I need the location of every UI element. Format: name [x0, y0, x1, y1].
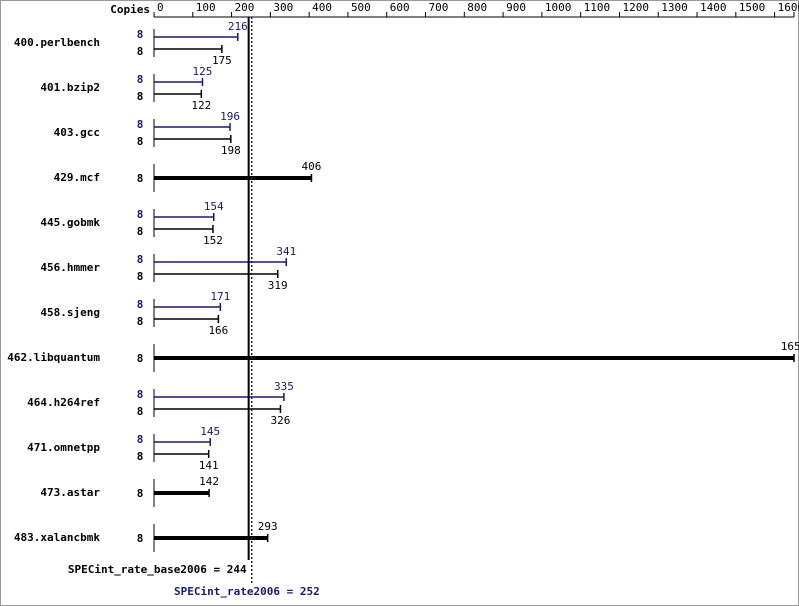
copies: 8: [137, 298, 144, 311]
copies: 8: [137, 405, 144, 418]
copies: 8: [137, 270, 144, 283]
value-label: 175: [212, 54, 232, 67]
category-label: 445.gobmk: [40, 216, 100, 229]
x-tick-label: 800: [467, 1, 487, 14]
copies-header: Copies: [110, 3, 150, 16]
x-tick-label: 1000: [545, 1, 572, 14]
copies: 8: [137, 253, 144, 266]
value-label: 122: [191, 99, 211, 112]
value-label: 406: [302, 160, 322, 173]
x-tick-label: 400: [312, 1, 332, 14]
copies: 8: [137, 532, 144, 545]
category-label: 401.bzip2: [40, 81, 100, 94]
x-tick-label: 300: [273, 1, 293, 14]
copies: 8: [137, 73, 144, 86]
category-label: 400.perlbench: [14, 36, 100, 49]
x-tick-label: 1400: [700, 1, 727, 14]
x-tick-label: 100: [196, 1, 216, 14]
category-label: 429.mcf: [54, 171, 100, 184]
x-tick-label: 200: [235, 1, 255, 14]
copies: 8: [137, 433, 144, 446]
value-label: 152: [203, 234, 223, 247]
category-label: 456.hmmer: [40, 261, 100, 274]
x-tick-label: 1500: [739, 1, 766, 14]
category-label: 473.astar: [40, 486, 100, 499]
copies: 8: [137, 172, 144, 185]
copies: 8: [137, 450, 144, 463]
value-label: 166: [208, 324, 228, 337]
value-label: 319: [268, 279, 288, 292]
value-label: 196: [220, 110, 240, 123]
copies: 8: [137, 28, 144, 41]
reference-label: SPECint_rate_base2006 = 244: [68, 563, 247, 576]
reference-label: SPECint_rate2006 = 252: [174, 585, 320, 598]
copies: 8: [137, 225, 144, 238]
copies: 8: [137, 118, 144, 131]
value-label: 293: [258, 520, 278, 533]
value-label: 142: [199, 475, 219, 488]
x-tick-label: 1650: [797, 1, 799, 14]
value-label: 326: [271, 414, 291, 427]
value-label: 171: [210, 290, 230, 303]
value-label: 141: [199, 459, 219, 472]
category-label: 403.gcc: [54, 126, 100, 139]
x-tick-label: 1200: [622, 1, 649, 14]
copies: 8: [137, 135, 144, 148]
category-label: 471.omnetpp: [27, 441, 100, 454]
x-tick-label: 1300: [661, 1, 688, 14]
copies: 8: [137, 487, 144, 500]
x-tick-label: 500: [351, 1, 371, 14]
value-label: 335: [274, 380, 294, 393]
copies: 8: [137, 45, 144, 58]
copies: 8: [137, 352, 144, 365]
value-label: 154: [204, 200, 224, 213]
x-tick-label: 1600: [778, 1, 799, 14]
value-label: 145: [200, 425, 220, 438]
category-label: 462.libquantum: [7, 351, 100, 364]
x-tick-label: 600: [390, 1, 410, 14]
category-label: 483.xalancbmk: [14, 531, 100, 544]
copies: 8: [137, 388, 144, 401]
x-tick-label: 700: [429, 1, 449, 14]
category-label: 458.sjeng: [40, 306, 100, 319]
category-label: 464.h264ref: [27, 396, 100, 409]
value-label: 216: [228, 20, 248, 33]
x-tick-label: 0: [157, 1, 164, 14]
copies: 8: [137, 208, 144, 221]
copies: 8: [137, 315, 144, 328]
value-label: 1650: [781, 340, 799, 353]
x-tick-label: 900: [506, 1, 526, 14]
value-label: 341: [276, 245, 296, 258]
value-label: 125: [193, 65, 213, 78]
value-label: 198: [221, 144, 241, 157]
x-tick-label: 1100: [584, 1, 611, 14]
copies: 8: [137, 90, 144, 103]
